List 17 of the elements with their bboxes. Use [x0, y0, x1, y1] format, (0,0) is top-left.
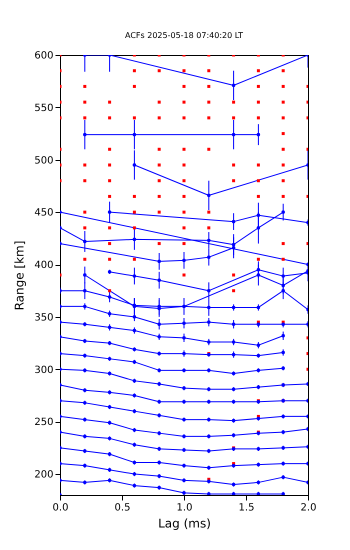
- y-tick-label: 300: [34, 364, 54, 376]
- x-tick-label: 0.0: [52, 502, 68, 514]
- y-axis-title: Range [km]: [12, 240, 26, 310]
- y-tick-label: 250: [34, 417, 54, 428]
- y-tick-label: 350: [34, 312, 54, 324]
- y-tick-label: 550: [34, 102, 54, 114]
- y-tick-label: 450: [34, 208, 54, 219]
- x-axis-title: Lag (ms): [158, 516, 211, 530]
- chart-title: ACFs 2025-05-18 07:40:20 LT: [125, 31, 244, 40]
- x-tick-label: 1.5: [238, 502, 254, 514]
- y-tick-label: 400: [34, 260, 54, 272]
- x-tick-label: 0.5: [114, 502, 130, 514]
- x-tick-label: 1.0: [176, 502, 192, 514]
- y-tick-label: 500: [34, 155, 54, 166]
- y-tick-label: 600: [34, 50, 54, 62]
- y-tick-label: 200: [34, 470, 54, 481]
- x-tick-label: 2.0: [300, 502, 316, 514]
